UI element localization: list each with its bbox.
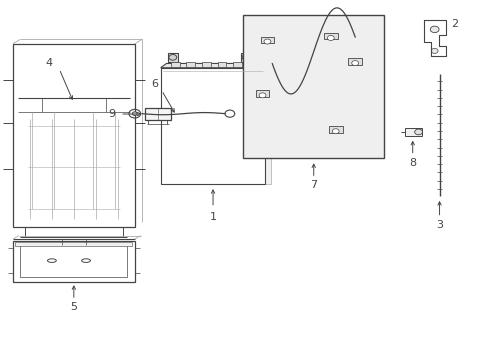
Bar xyxy=(248,62,257,67)
Bar xyxy=(167,53,177,62)
Text: 9: 9 xyxy=(107,109,115,119)
Circle shape xyxy=(414,129,422,135)
Bar xyxy=(243,15,384,158)
Bar xyxy=(144,108,171,120)
Bar xyxy=(405,128,422,136)
Circle shape xyxy=(168,54,176,60)
Bar xyxy=(217,62,226,67)
Bar xyxy=(255,90,269,97)
Text: 4: 4 xyxy=(46,58,53,68)
Bar xyxy=(202,62,210,67)
Text: 6: 6 xyxy=(150,79,158,89)
Bar xyxy=(20,244,127,277)
Circle shape xyxy=(351,60,358,66)
Bar xyxy=(170,62,179,67)
Circle shape xyxy=(264,39,270,44)
Bar xyxy=(13,44,135,226)
Bar xyxy=(13,241,135,282)
Text: 2: 2 xyxy=(450,19,457,29)
Bar xyxy=(328,126,342,133)
Circle shape xyxy=(327,36,333,41)
Bar xyxy=(233,62,242,67)
Text: 3: 3 xyxy=(435,220,442,230)
Bar xyxy=(166,68,271,184)
Circle shape xyxy=(331,129,338,134)
Text: 1: 1 xyxy=(209,212,216,221)
Circle shape xyxy=(429,26,438,33)
Bar xyxy=(347,58,361,64)
Circle shape xyxy=(242,54,249,60)
Text: 7: 7 xyxy=(309,180,317,190)
Bar xyxy=(186,62,195,67)
Text: 8: 8 xyxy=(408,158,415,168)
Circle shape xyxy=(430,48,437,53)
Bar xyxy=(15,242,132,246)
Circle shape xyxy=(259,93,265,98)
Bar xyxy=(160,68,265,184)
Circle shape xyxy=(132,112,137,116)
Polygon shape xyxy=(160,63,271,68)
Bar xyxy=(241,53,250,62)
Text: 5: 5 xyxy=(70,302,77,312)
Bar xyxy=(260,37,274,43)
Bar xyxy=(324,33,337,40)
